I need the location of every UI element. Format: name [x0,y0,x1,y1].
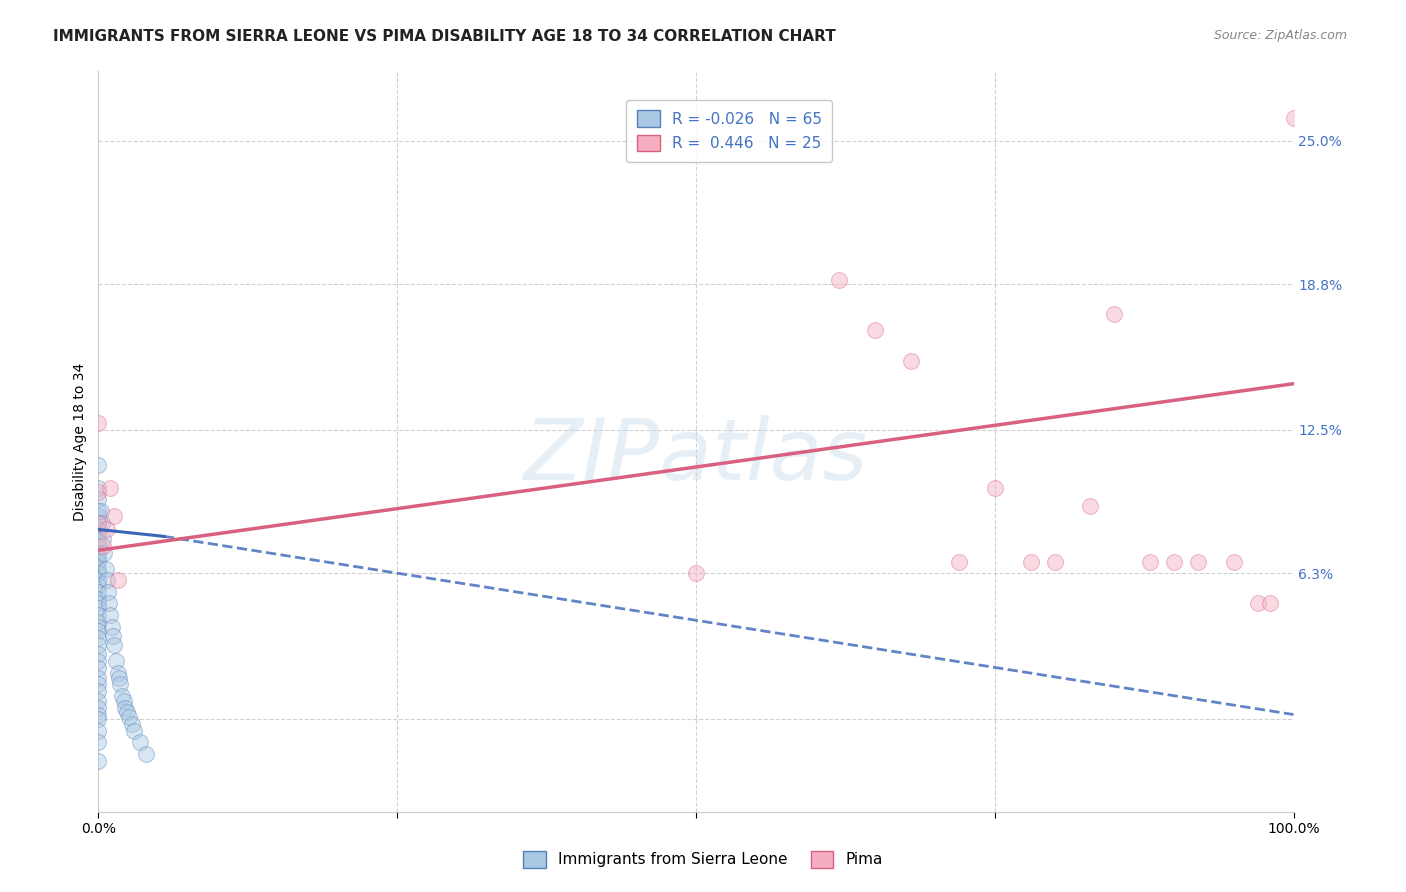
Point [87,694,110,708]
Point [87,516,110,530]
Point [87,527,110,541]
Point [828,272,851,286]
Point [87,684,110,698]
Point [87,481,110,495]
Point [105,654,128,668]
Point [87,700,110,714]
Point [900,353,922,368]
Point [108,677,131,691]
Point [87,677,110,691]
Point [121,716,143,731]
Point [87,735,110,749]
Point [124,723,146,738]
Point [685,566,707,581]
Point [98,597,121,611]
Point [87,416,110,430]
Point [87,578,110,592]
Point [87,597,110,611]
Point [87,631,110,645]
Point [87,574,110,588]
Point [103,638,125,652]
Point [91,532,114,546]
Point [91,516,114,530]
Point [115,705,138,719]
Point [87,712,110,726]
Point [87,707,110,722]
Point [112,694,135,708]
Legend: Immigrants from Sierra Leone, Pima: Immigrants from Sierra Leone, Pima [517,845,889,873]
Point [87,504,110,518]
Point [87,619,110,633]
Point [87,671,110,685]
Point [101,629,124,643]
Text: ZIPatlas: ZIPatlas [524,415,868,498]
Point [97,585,120,599]
Point [94,562,117,576]
Point [1019,555,1042,569]
Point [87,638,110,652]
Point [1282,111,1305,125]
Point [87,585,110,599]
Point [87,539,110,553]
Point [91,539,114,553]
Point [87,492,110,507]
Point [87,523,110,537]
Point [98,481,122,495]
Point [98,608,122,623]
Point [87,546,110,560]
Point [1258,597,1281,611]
Point [87,485,110,500]
Point [87,458,110,472]
Point [107,574,129,588]
Point [100,619,122,633]
Point [103,508,125,523]
Point [90,504,112,518]
Point [948,555,970,569]
Point [1163,555,1185,569]
Point [87,661,110,675]
Point [107,665,129,680]
Text: IMMIGRANTS FROM SIERRA LEONE VS PIMA DISABILITY AGE 18 TO 34 CORRELATION CHART: IMMIGRANTS FROM SIERRA LEONE VS PIMA DIS… [53,29,837,44]
Point [87,601,110,615]
Point [87,555,110,569]
Point [87,550,110,565]
Point [129,735,152,749]
Point [984,481,1007,495]
Point [111,689,134,703]
Point [87,508,110,523]
Point [93,546,115,560]
Point [87,516,110,530]
Point [1223,555,1246,569]
Point [1247,597,1270,611]
Point [135,747,157,761]
Point [1187,555,1209,569]
Point [87,654,110,668]
Point [87,562,110,576]
Point [118,710,141,724]
Text: Source: ZipAtlas.com: Source: ZipAtlas.com [1213,29,1347,42]
Y-axis label: Disability Age 18 to 34: Disability Age 18 to 34 [73,362,87,521]
Point [107,671,129,685]
Point [1043,555,1066,569]
Point [87,615,110,629]
Legend: R = -0.026   N = 65, R =  0.446   N = 25: R = -0.026 N = 65, R = 0.446 N = 25 [626,100,832,162]
Point [87,532,110,546]
Point [87,591,110,606]
Point [87,608,110,623]
Point [96,574,118,588]
Point [96,523,118,537]
Point [114,700,136,714]
Point [1104,307,1126,321]
Point [87,624,110,639]
Point [87,723,110,738]
Point [1080,500,1102,514]
Point [87,754,110,768]
Point [87,566,110,581]
Point [1139,555,1161,569]
Point [865,324,887,338]
Point [87,648,110,662]
